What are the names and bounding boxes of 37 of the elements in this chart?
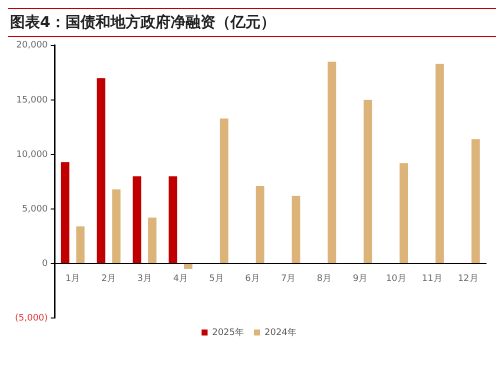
y-tick-label: 5,000 xyxy=(22,204,48,214)
y-tick-label: 10,000 xyxy=(16,150,48,160)
y-tick-label: (5,000) xyxy=(14,313,48,324)
bar xyxy=(436,64,444,263)
bar xyxy=(168,176,178,263)
x-tick-label: 5月 xyxy=(209,274,224,284)
y-tick-label: 20,000 xyxy=(16,40,48,51)
bar xyxy=(471,139,480,263)
x-tick-label: 8月 xyxy=(316,274,332,284)
legend-label: 2024年 xyxy=(264,326,296,338)
bar xyxy=(148,218,156,263)
y-tick-label: 0 xyxy=(42,258,48,269)
bar xyxy=(60,162,70,263)
y-tick-label: 15,000 xyxy=(16,95,48,106)
bar xyxy=(132,176,142,263)
x-tick-label: 6月 xyxy=(245,274,260,284)
bar xyxy=(220,118,228,263)
x-tick-label: 9月 xyxy=(352,274,368,284)
bar xyxy=(328,62,336,263)
bar xyxy=(256,186,264,263)
bar xyxy=(400,163,408,263)
legend-label: 2025年 xyxy=(212,326,244,338)
x-tick-label: 2月 xyxy=(101,274,116,284)
x-tick-label: 10月 xyxy=(386,274,406,284)
bar xyxy=(112,189,121,263)
x-tick-label: 7月 xyxy=(280,274,296,284)
bar xyxy=(96,78,106,263)
bar xyxy=(76,226,85,263)
x-tick-label: 11月 xyxy=(422,274,442,284)
x-tick-label: 1月 xyxy=(65,274,80,284)
bar xyxy=(292,196,300,263)
bar xyxy=(184,264,192,269)
x-tick-label: 3月 xyxy=(137,274,152,284)
bar xyxy=(364,100,372,263)
x-tick-label: 4月 xyxy=(173,274,188,284)
chart-title: 图表4：国债和地方政府净融资（亿元） xyxy=(8,8,496,37)
x-tick-label: 12月 xyxy=(458,274,478,284)
